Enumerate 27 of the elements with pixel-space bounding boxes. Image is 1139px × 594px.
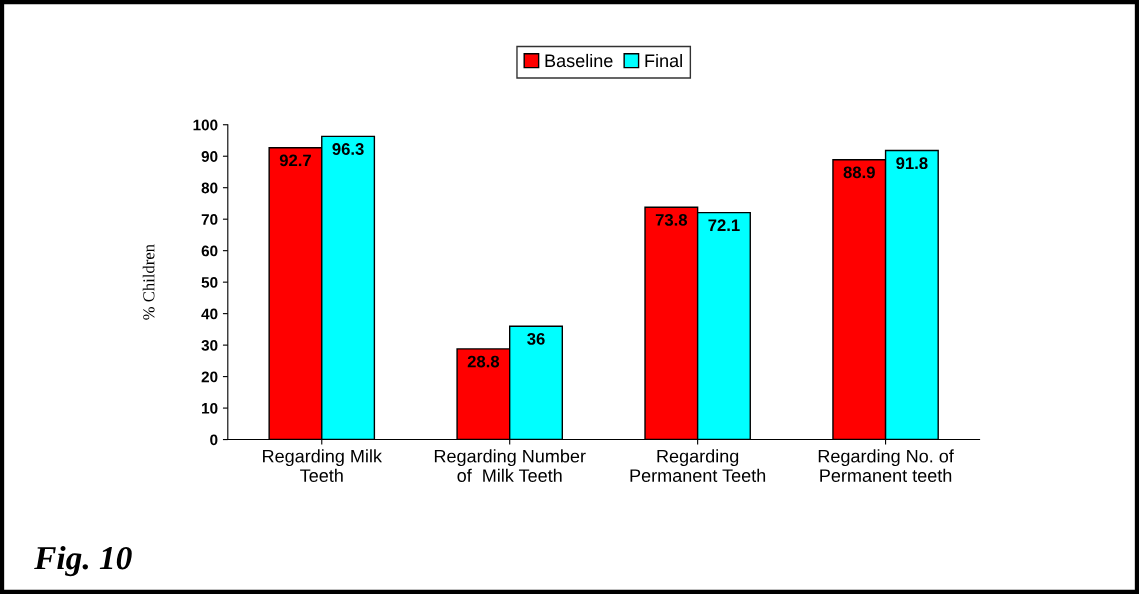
data-label: 72.1 xyxy=(708,219,740,231)
y-tick-label: 0 xyxy=(210,434,218,446)
y-axis-title: % Children xyxy=(142,244,155,320)
x-tick-label: Regarding Milk Teeth xyxy=(263,449,383,482)
y-tick-label: 10 xyxy=(202,402,218,414)
y-tick-label: 30 xyxy=(201,339,218,351)
y-tick-label: 90 xyxy=(201,151,218,162)
data-label: 96.3 xyxy=(332,143,364,155)
y-tick-label: 80 xyxy=(201,182,218,194)
y-tick-label: 70 xyxy=(201,214,218,225)
data-label: 36 xyxy=(527,332,545,345)
x-tick-label: Regarding Permanent Teeth xyxy=(630,449,766,482)
legend-label: Baseline xyxy=(545,53,613,68)
data-label: 28.8 xyxy=(467,355,500,368)
data-label: 91.8 xyxy=(896,157,928,170)
legend-label: Final xyxy=(645,53,682,68)
y-tick-label: 100 xyxy=(193,119,218,131)
y-tick-label: 50 xyxy=(201,277,218,288)
data-label: 92.7 xyxy=(279,154,311,167)
y-tick-label: 60 xyxy=(201,245,218,257)
y-tick-label: 40 xyxy=(201,308,218,320)
x-tick-label: Regarding No. of Permanent teeth xyxy=(818,449,954,482)
data-label: 88.9 xyxy=(843,166,875,179)
x-tick-label: Regarding Number of Milk Teeth xyxy=(434,449,586,482)
caption: Fig. 10 xyxy=(34,545,132,577)
data-label: 73.8 xyxy=(655,213,688,226)
y-tick-label: 20 xyxy=(201,371,218,383)
